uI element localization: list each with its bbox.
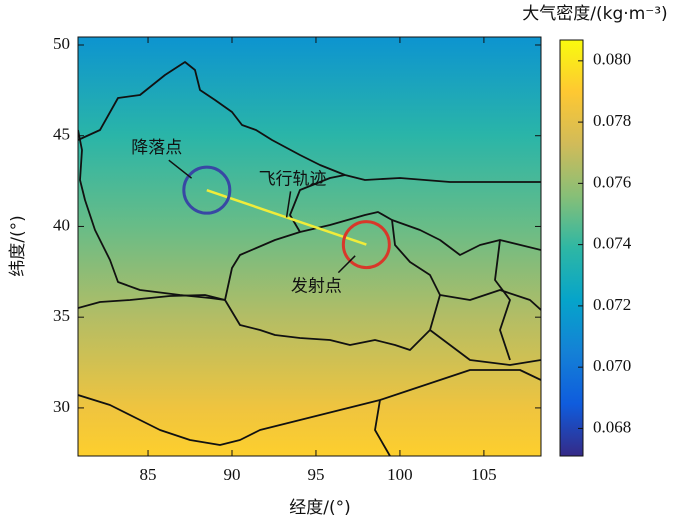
y-tick-label: 35 (53, 306, 70, 325)
colorbar-tick-label: 0.080 (593, 50, 631, 69)
colorbar-tick-label: 0.076 (593, 172, 631, 191)
leader-line (285, 191, 292, 218)
colorbar (559, 39, 584, 457)
x-tick-label: 100 (387, 465, 413, 484)
point-label: 降落点 (131, 138, 182, 158)
x-axis-label: 经度/(°) (289, 498, 351, 518)
point-circle (182, 165, 232, 215)
border (78, 61, 541, 183)
x-tick-label: 95 (307, 465, 324, 484)
colorbar-tick-label: 0.078 (593, 111, 631, 130)
plot-frame (77, 36, 542, 457)
y-tick-label: 40 (53, 215, 70, 234)
border (78, 294, 226, 309)
border (439, 289, 541, 311)
y-axis-label: 纬度/(°) (8, 215, 28, 277)
x-tick-label: 85 (140, 465, 157, 484)
border (429, 329, 541, 366)
y-tick-label: 45 (53, 125, 70, 144)
border (494, 239, 511, 361)
border (224, 211, 441, 351)
colorbar-label: 大气密度/(kg·m⁻³) (522, 4, 667, 24)
y-tick-label: 50 (53, 34, 70, 53)
density-field (78, 37, 541, 456)
colorbar-tick-label: 0.074 (593, 234, 632, 253)
x-tick-label: 90 (223, 465, 240, 484)
y-tick-label: 30 (53, 397, 70, 416)
colorbar-tick-label: 0.068 (593, 417, 631, 436)
point-label: 发射点 (291, 277, 342, 297)
border (78, 369, 541, 446)
colorbar-tick-label: 0.072 (593, 295, 631, 314)
colorbar-tick-label: 0.070 (593, 356, 631, 375)
borders (78, 61, 541, 456)
point-circle (341, 220, 391, 270)
trajectory-label: 飞行轨迹 (259, 169, 327, 189)
leader-line (168, 159, 193, 179)
x-tick-label: 105 (471, 465, 497, 484)
border (374, 399, 391, 456)
leader-line (337, 255, 356, 274)
